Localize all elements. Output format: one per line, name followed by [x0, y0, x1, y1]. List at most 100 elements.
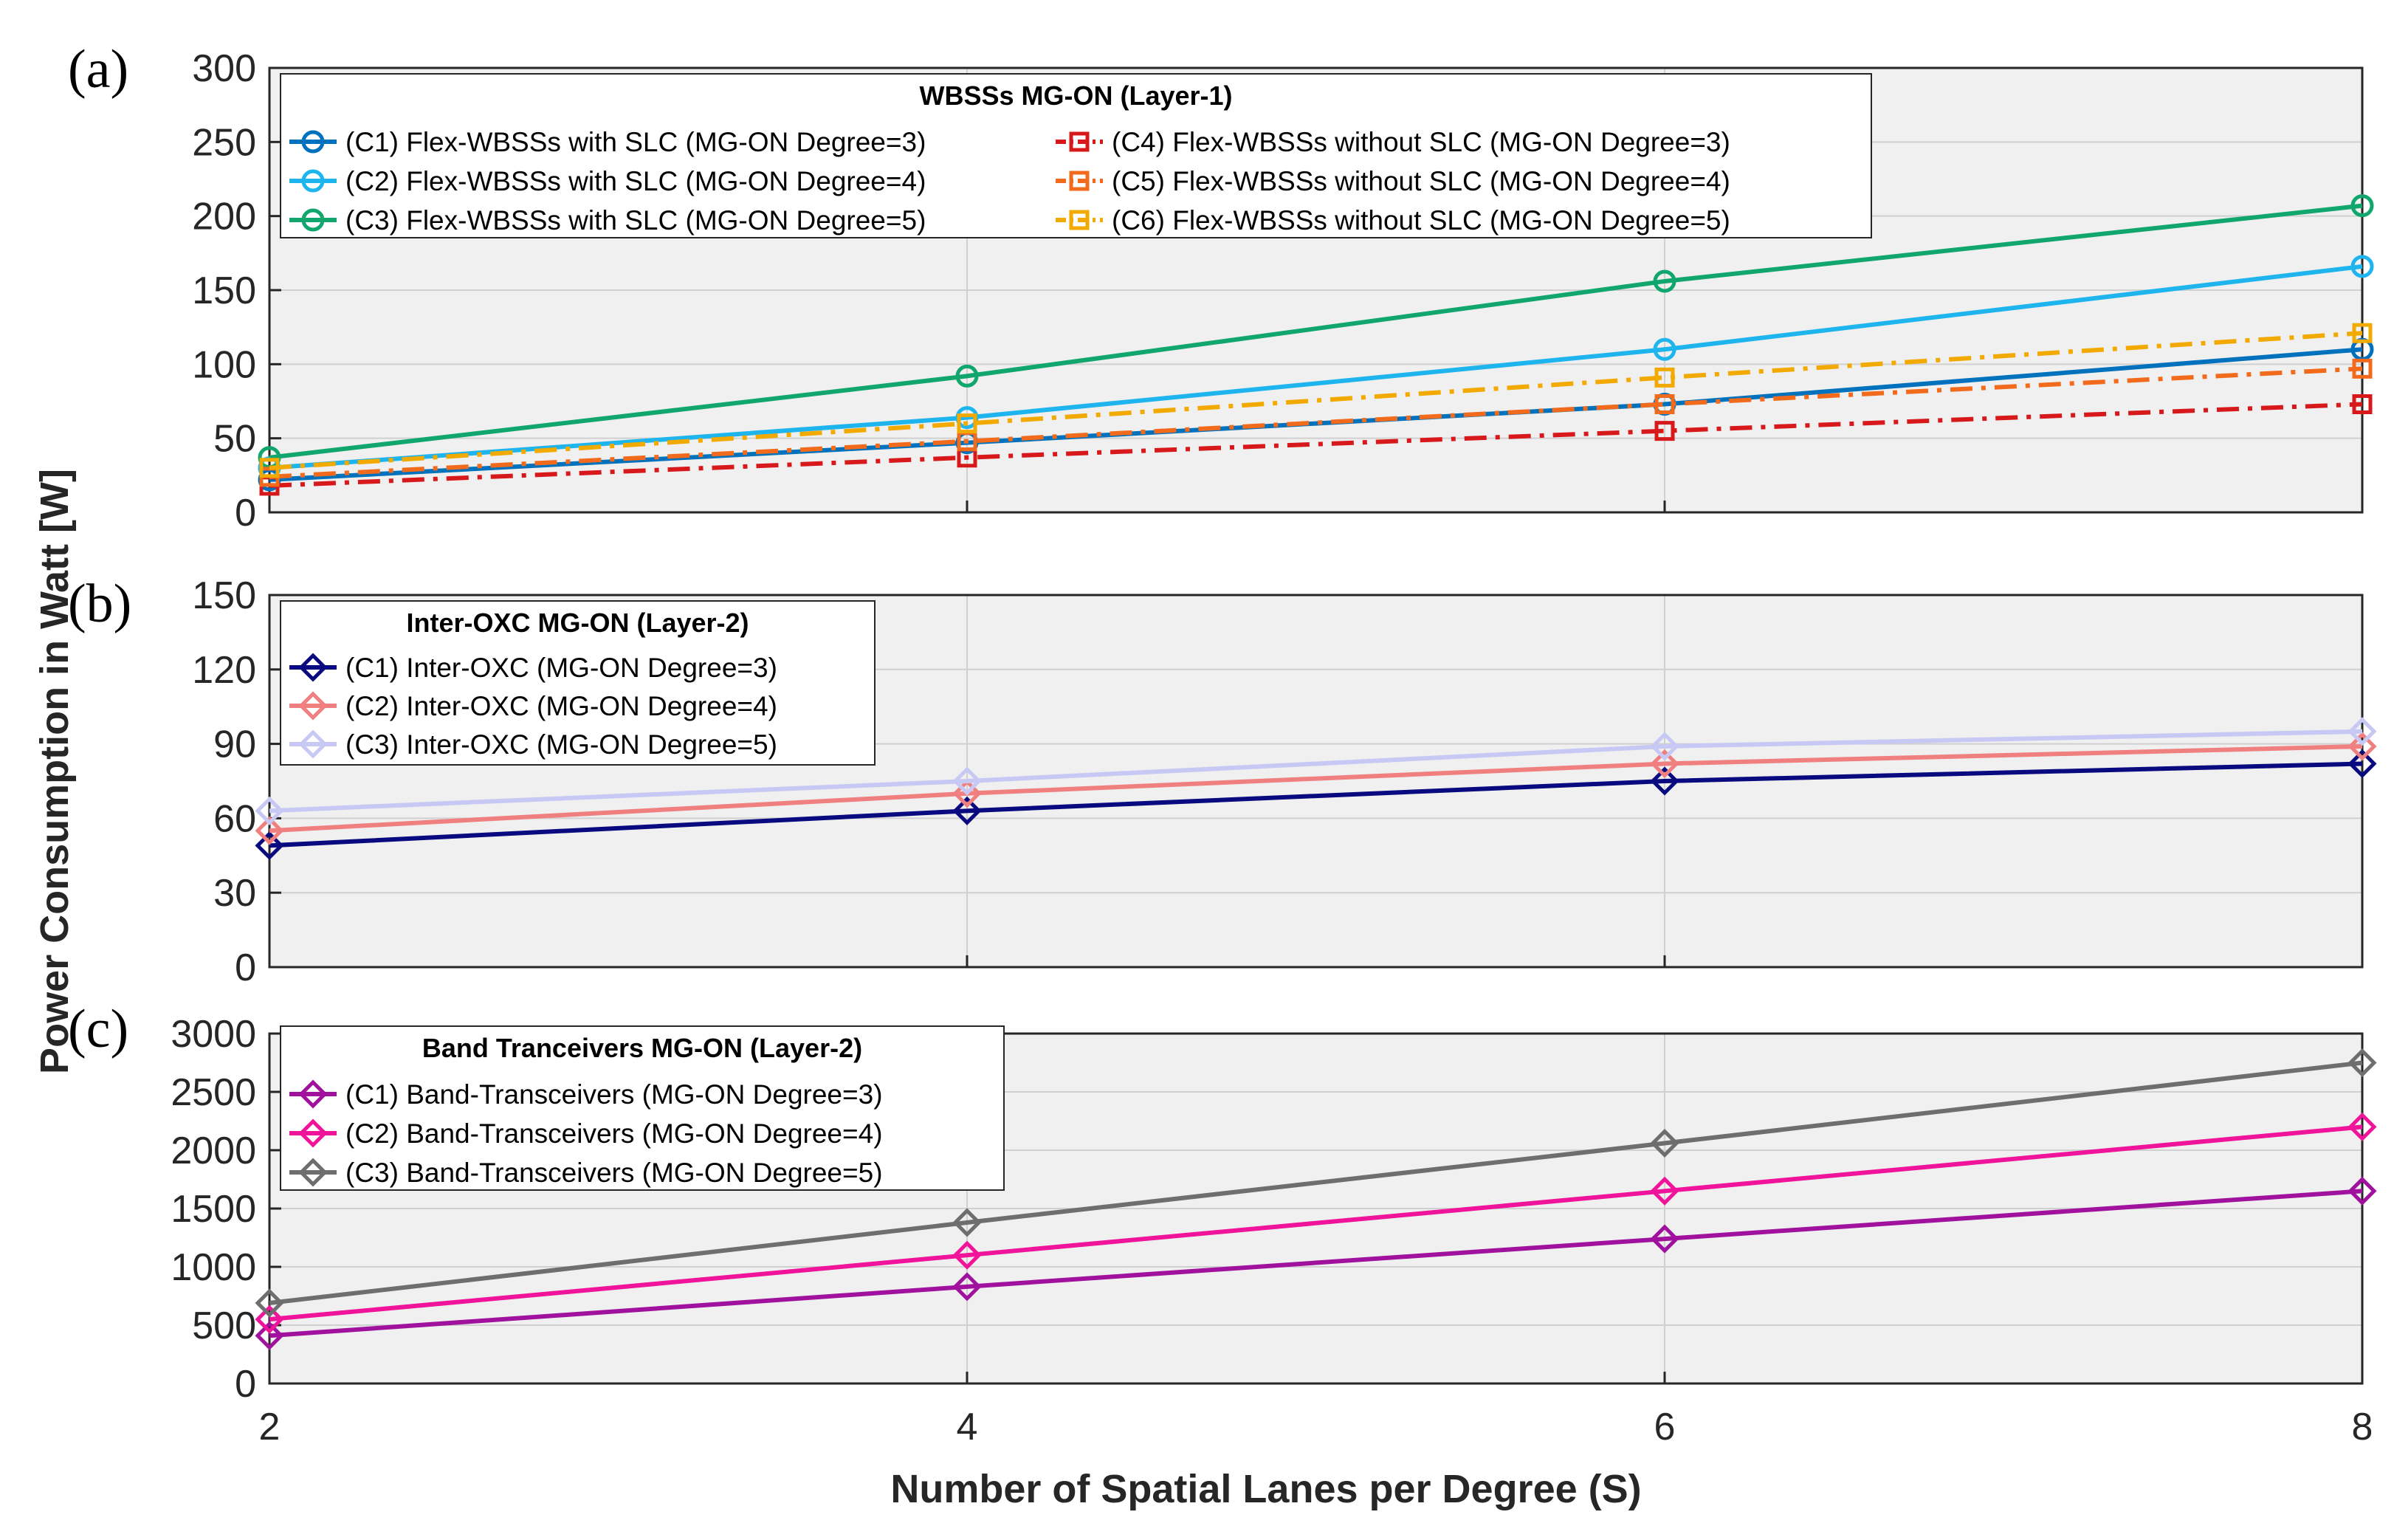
y-tick-label: 2000 — [171, 1130, 256, 1172]
legend-swatch-marker — [1069, 131, 1090, 152]
series-line-c5 — [269, 366, 2363, 479]
axes-frame — [268, 1032, 2364, 1385]
data-point-c3 — [2347, 717, 2377, 746]
panel-1: 0 50 100 150 200 250 300 WBSSs MG-ON (Layer-1) (… — [192, 47, 2374, 534]
data-point-c5 — [2352, 358, 2373, 379]
legend-box — [280, 1025, 1005, 1191]
legend-swatch-marker — [298, 653, 328, 682]
x-tick-label: 8 — [2352, 1406, 2373, 1448]
legend: Inter-OXC MG-ON (Layer-2) (C1) Inter-OXC … — [280, 600, 876, 766]
legend-title: Inter-OXC MG-ON (Layer-2) — [406, 608, 749, 638]
legend-entry-label: (C3) Inter-OXC (MG-ON Degree=5) — [345, 729, 777, 760]
legend-title: Band Tranceivers MG-ON (Layer-2) — [422, 1033, 862, 1063]
y-tick-label: 120 — [192, 649, 256, 692]
data-point-c3 — [1650, 732, 1679, 761]
x-tick-label: 2 — [259, 1406, 281, 1448]
legend-swatch-marker — [301, 130, 325, 154]
y-tick-label: 0 — [235, 946, 256, 989]
data-point-c2 — [2347, 732, 2377, 761]
legend-entry-label: (C4) Flex-WBSSs without SLC (MG-ON Degre… — [1112, 127, 1730, 157]
data-point-c6 — [2352, 323, 2373, 343]
legend-entry-label: (C1) Inter-OXC (MG-ON Degree=3) — [345, 653, 777, 683]
data-point-c1 — [255, 1321, 284, 1350]
data-point-c3 — [1650, 1128, 1679, 1158]
legend-swatch-marker — [298, 1118, 328, 1148]
data-point-c1 — [2347, 749, 2377, 779]
data-point-c6 — [957, 413, 977, 434]
series-line-c1 — [269, 347, 2363, 482]
y-tick-label: 500 — [192, 1304, 256, 1347]
data-point-c2 — [1653, 337, 1676, 361]
data-point-c2 — [2350, 255, 2374, 278]
data-point-c6 — [1654, 367, 1675, 388]
legend-entry-label: (C2) Inter-OXC (MG-ON Degree=4) — [345, 691, 777, 721]
data-point-c2 — [255, 816, 284, 845]
y-tick-label: 100 — [192, 343, 256, 386]
y-tick-label: 150 — [192, 269, 256, 312]
legend-swatch-marker — [298, 729, 328, 759]
y-tick-label: 0 — [235, 492, 256, 534]
y-tick-label: 30 — [213, 872, 256, 915]
legend-entry-label: (C1) Flex-WBSSs with SLC (MG-ON Degree=3… — [345, 127, 926, 157]
series-line-c2 — [269, 743, 2363, 833]
panel-2: 0 30 60 90 120 150 Inter-OXC MG-ON (Layer-2) (C… — [192, 574, 2377, 989]
data-point-c1 — [952, 796, 982, 825]
legend-entry-label: (C2) Flex-WBSSs with SLC (MG-ON Degree=4… — [345, 166, 926, 196]
legend-title: WBSSs MG-ON (Layer-1) — [919, 80, 1232, 111]
x-axis-title: Number of Spatial Lanes per Degree (S) — [890, 1467, 1641, 1511]
series-line-c1 — [269, 761, 2363, 848]
legend-swatch-marker — [298, 691, 328, 721]
legend-entry-label: (C1) Band-Transceivers (MG-ON Degree=3) — [345, 1079, 883, 1110]
data-point-c3 — [952, 1208, 982, 1237]
y-tick-label: 0 — [235, 1363, 256, 1406]
y-tick-label: 150 — [192, 574, 256, 617]
data-point-c5 — [1654, 394, 1675, 415]
series-line-c4 — [269, 402, 2363, 488]
data-point-c1 — [1650, 1224, 1679, 1254]
data-point-c2 — [1650, 749, 1679, 779]
legend-entry-label: (C5) Flex-WBSSs without SLC (MG-ON Degre… — [1112, 166, 1730, 196]
data-point-c6 — [259, 458, 280, 478]
data-point-c4 — [1654, 421, 1675, 441]
data-point-c3 — [952, 766, 982, 796]
data-point-c2 — [952, 779, 982, 808]
y-tick-label: 2500 — [171, 1071, 256, 1114]
data-point-c3 — [955, 364, 979, 388]
series-line-c6 — [269, 331, 2363, 470]
legend-entry-label: (C3) Flex-WBSSs with SLC (MG-ON Degree=5… — [345, 205, 926, 236]
x-tick-label: 6 — [1654, 1406, 1676, 1448]
y-tick-label: 50 — [213, 418, 256, 461]
data-point-c2 — [2347, 1112, 2377, 1141]
series-line-c3 — [269, 203, 2363, 460]
y-tick-label: 90 — [213, 723, 256, 766]
y-tick-label: 1000 — [171, 1246, 256, 1289]
y-tick-label: 1500 — [171, 1188, 256, 1231]
legend-entry-label: (C2) Band-Transceivers (MG-ON Degree=4) — [345, 1118, 883, 1149]
legend-entry-label: (C3) Band-Transceivers (MG-ON Degree=5) — [345, 1158, 883, 1188]
panel-tag: (b) — [68, 574, 131, 634]
legend: WBSSs MG-ON (Layer-1) (C1) Flex-WBSSs wit… — [280, 73, 1872, 238]
legend-swatch-marker — [1069, 171, 1090, 191]
data-point-c1 — [255, 831, 284, 860]
data-point-c1 — [952, 1272, 982, 1302]
data-point-c3 — [2347, 1048, 2377, 1078]
series-line-c2 — [269, 264, 2363, 470]
data-point-c3 — [2350, 194, 2374, 218]
data-point-c3 — [255, 1288, 284, 1318]
series-line-c1 — [269, 1189, 2363, 1338]
data-point-c3 — [255, 796, 284, 825]
legend: Band Tranceivers MG-ON (Layer-2) (C1) Ban… — [280, 1025, 1005, 1191]
legend-swatch-marker — [298, 1158, 328, 1187]
legend-swatch-marker — [298, 1079, 328, 1109]
axes-frame — [268, 66, 2364, 514]
y-axis-title: Power Consumption in Watt [W] — [32, 469, 77, 1074]
data-point-c2 — [255, 1304, 284, 1334]
y-tick-label: 3000 — [171, 1013, 256, 1056]
y-tick-label: 200 — [192, 196, 256, 238]
panel-3: 0 500 1000 1500 2000 2500 3000 Band Tranceivers… — [171, 1013, 2377, 1406]
legend-box — [280, 600, 876, 766]
series-line-c3 — [269, 1060, 2363, 1305]
axes-frame — [268, 594, 2364, 969]
data-point-c3 — [1653, 269, 1676, 293]
